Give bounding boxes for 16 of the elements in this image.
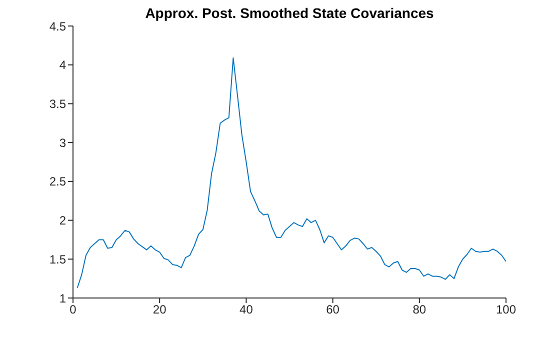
x-tick-label: 80 — [412, 302, 426, 317]
y-tick-label: 3 — [59, 136, 66, 150]
chart-title: Approx. Post. Smoothed State Covariances — [144, 5, 435, 21]
y-tick-label: 2 — [59, 214, 66, 228]
x-tick-label: 0 — [70, 302, 77, 317]
line-series — [76, 57, 506, 288]
y-tick-label: 3.5 — [49, 96, 66, 111]
y-tick-label: 1.5 — [49, 252, 66, 266]
x-tick-label: 40 — [240, 302, 254, 317]
x-tick-label: 20 — [152, 302, 167, 317]
y-tick-label: 4 — [59, 58, 66, 72]
y-tick-label: 4.5 — [49, 19, 66, 34]
x-tick-label: 60 — [326, 302, 340, 317]
x-tick-label: 100 — [496, 302, 516, 317]
y-tick-label: 1 — [59, 291, 66, 306]
y-tick-label: 2.5 — [49, 174, 66, 189]
